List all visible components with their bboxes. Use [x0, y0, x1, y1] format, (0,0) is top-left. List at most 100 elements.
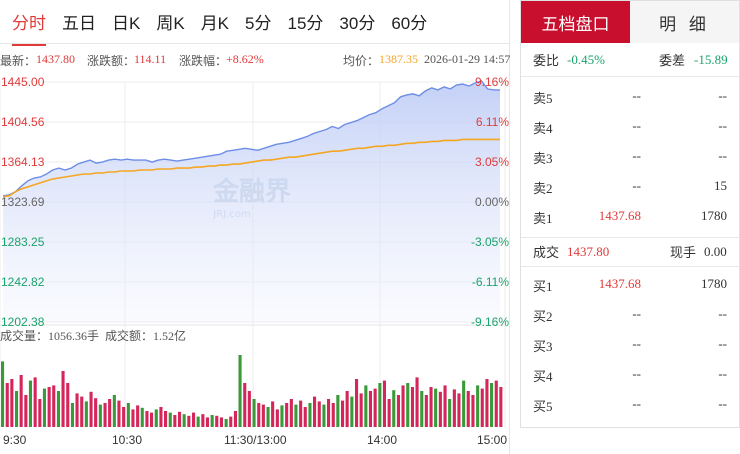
volume-bar [382, 380, 386, 427]
volume-bar [150, 412, 154, 427]
deal-value: 1437.80 [567, 243, 610, 259]
volume-bar [485, 379, 489, 427]
pct-label: 涨跌幅： [179, 54, 228, 68]
bid-level-label: 买3 [533, 339, 553, 354]
change-value: 114.11 [134, 52, 167, 66]
bid-level-volume: -- [718, 336, 727, 351]
volume-bar [317, 401, 321, 427]
average-line [2, 138, 500, 198]
weicha-label: 委差 [659, 53, 686, 68]
volume-bar [66, 383, 70, 427]
volume-bar [327, 399, 331, 427]
volume-bar [140, 407, 144, 427]
volume-bar [89, 391, 93, 427]
bid-level-label: 买2 [533, 309, 553, 324]
volume-bar [168, 412, 172, 427]
volume-bar [70, 403, 74, 427]
volume-bar [294, 404, 298, 427]
volume-bar [80, 396, 84, 427]
volume-bar [452, 389, 456, 427]
y-tick-label-right: 3.05% [475, 155, 509, 169]
bid-level-label: 买1 [533, 279, 553, 294]
volume-bar [201, 414, 205, 427]
tab-60min[interactable]: 60分 [391, 14, 428, 33]
bid-level-volume: -- [718, 396, 727, 411]
order-book-panel: 五档盘口 明 细 委比 -0.45% 委差 -15.89 卖5 -- -- 卖4 -- -… [520, 0, 740, 428]
deal-row: 成交 1437.80 现手 0.00 [521, 237, 739, 267]
bid-level-volume: -- [718, 306, 727, 321]
volume-bar [424, 395, 428, 427]
ask-level-row: 卖5 -- -- [521, 81, 739, 111]
volume-bar [308, 403, 312, 427]
volume-bar [122, 407, 126, 427]
bid-level-label: 买4 [533, 369, 553, 384]
volume-value: 1056.36手 [48, 329, 100, 343]
bid-level-price: -- [632, 366, 641, 381]
tab-detail[interactable]: 明 细 [630, 1, 739, 43]
ask-level-label: 卖2 [533, 181, 553, 196]
ask-level-row: 卖2 -- 15 [521, 171, 739, 201]
volume-bar [238, 355, 242, 427]
tab-30min[interactable]: 30分 [339, 14, 376, 33]
order-ratio-row: 委比 -0.45% 委差 -15.89 [521, 43, 739, 77]
hand-label: 现手 [670, 245, 697, 260]
volume-bar [415, 377, 419, 427]
volume-bar [19, 375, 23, 427]
y-tick-label-left: 1323.69 [1, 195, 45, 209]
y-tick-label-right: -3.05% [471, 235, 509, 249]
tab-intraday[interactable]: 分时 [12, 9, 46, 46]
volume-bar [420, 391, 424, 427]
weibi-label: 委比 [533, 53, 560, 68]
volume-bar [117, 400, 121, 427]
y-tick-label-left: 1445.00 [1, 75, 45, 89]
volume-bar [331, 403, 335, 427]
volume-bar [448, 399, 452, 427]
tab-daily-k[interactable]: 日K [112, 14, 141, 33]
ask-level-label: 卖5 [533, 91, 553, 106]
tab-15min[interactable]: 15分 [287, 14, 324, 33]
volume-bar [471, 395, 475, 427]
y-tick-label-left: 1364.13 [1, 155, 45, 169]
tab-weekly-k[interactable]: 周K [156, 14, 185, 33]
volume-bar [224, 419, 228, 427]
tab-five-day[interactable]: 五日 [62, 14, 96, 33]
volume-bar [38, 399, 42, 427]
volume-bar [378, 383, 382, 427]
volume-bar [387, 399, 391, 427]
x-tick-label: 14:00 [367, 433, 398, 447]
ask-level-volume: 15 [714, 178, 727, 193]
tab-5min[interactable]: 5分 [245, 14, 272, 33]
x-tick-label: 11:30/13:00 [224, 433, 287, 447]
volume-bar [192, 412, 196, 427]
y-tick-label-left: 1283.25 [1, 235, 45, 249]
latest-label: 最新： [0, 54, 37, 68]
ask-level-price: 1437.68 [598, 208, 641, 223]
amount-value: 1.52亿 [153, 329, 187, 343]
bid-level-row: 买4 -- -- [521, 359, 739, 389]
volume-bar [61, 371, 65, 427]
watermark-logo: 金融界 [212, 176, 291, 207]
volume-bar [289, 399, 293, 427]
volume-summary: 成交量：1056.36手 成交额：1.52亿 [0, 327, 186, 344]
volume-bar [303, 407, 307, 427]
volume-bar [313, 396, 317, 427]
volume-bar [494, 380, 498, 427]
volume-bar [266, 407, 270, 427]
volume-bar [368, 391, 372, 427]
volume-bar [5, 383, 9, 427]
volume-bar [364, 385, 368, 427]
tab-five-level[interactable]: 五档盘口 [521, 1, 630, 43]
watermark-logo: JRJ.com [212, 209, 250, 220]
volume-bar [205, 417, 209, 427]
x-tick-label: 10:30 [112, 433, 143, 447]
volume-bar [429, 387, 433, 427]
volume-bar [136, 405, 140, 427]
order-book-tabs: 五档盘口 明 细 [521, 1, 739, 43]
volume-bar [10, 379, 14, 427]
volume-bar [56, 391, 60, 427]
ask-level-row: 卖4 -- -- [521, 111, 739, 141]
tab-monthly-k[interactable]: 月K [200, 14, 230, 33]
volume-bar [1, 361, 5, 427]
volume-bar [299, 400, 303, 427]
volume-bar [396, 395, 400, 427]
